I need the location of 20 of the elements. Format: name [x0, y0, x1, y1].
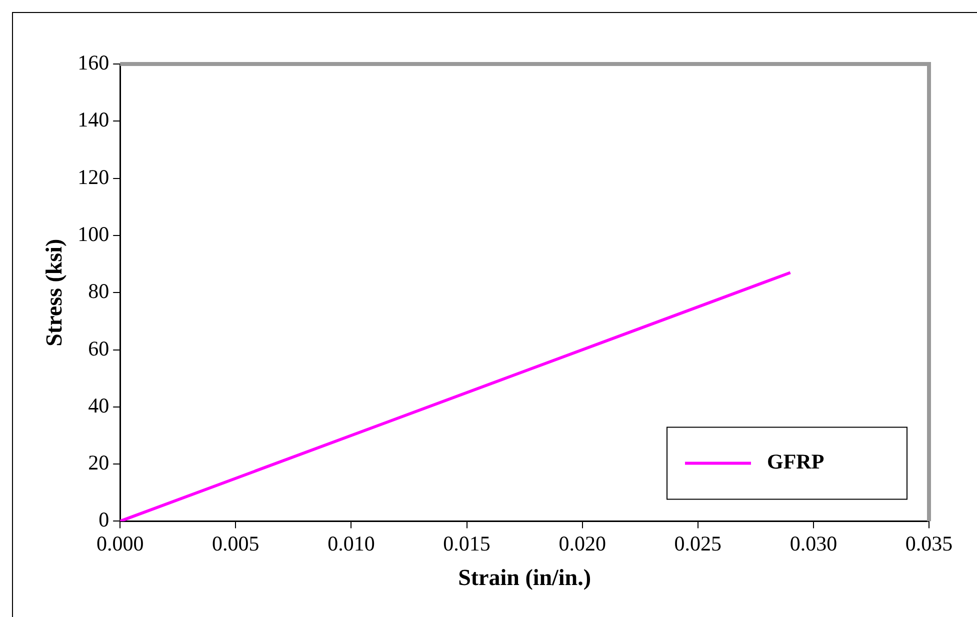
x-tick-label: 0.035	[905, 531, 953, 556]
y-tick-label: 140	[78, 108, 110, 132]
x-tick-label: 0.005	[212, 531, 260, 556]
y-axis-title: Stress (ksi)	[42, 238, 67, 346]
x-tick-label: 0.010	[328, 531, 375, 556]
legend-label: GFRP	[767, 450, 824, 474]
y-tick-label: 160	[78, 50, 110, 75]
x-tick-label: 0.025	[674, 531, 722, 556]
y-tick-label: 40	[88, 393, 110, 418]
y-tick-label: 20	[88, 450, 110, 475]
x-tick-label: 0.000	[96, 531, 144, 556]
y-tick-label: 80	[88, 279, 110, 304]
x-axis-title: Strain (in/in.)	[458, 565, 592, 590]
x-tick-label: 0.020	[558, 531, 606, 556]
x-tick-label: 0.030	[790, 531, 838, 556]
y-tick-label: 0	[98, 508, 110, 532]
y-tick-label: 60	[88, 336, 110, 360]
y-tick-label: 100	[78, 222, 110, 246]
y-tick-label: 120	[78, 164, 110, 189]
x-tick-label: 0.015	[443, 531, 490, 556]
